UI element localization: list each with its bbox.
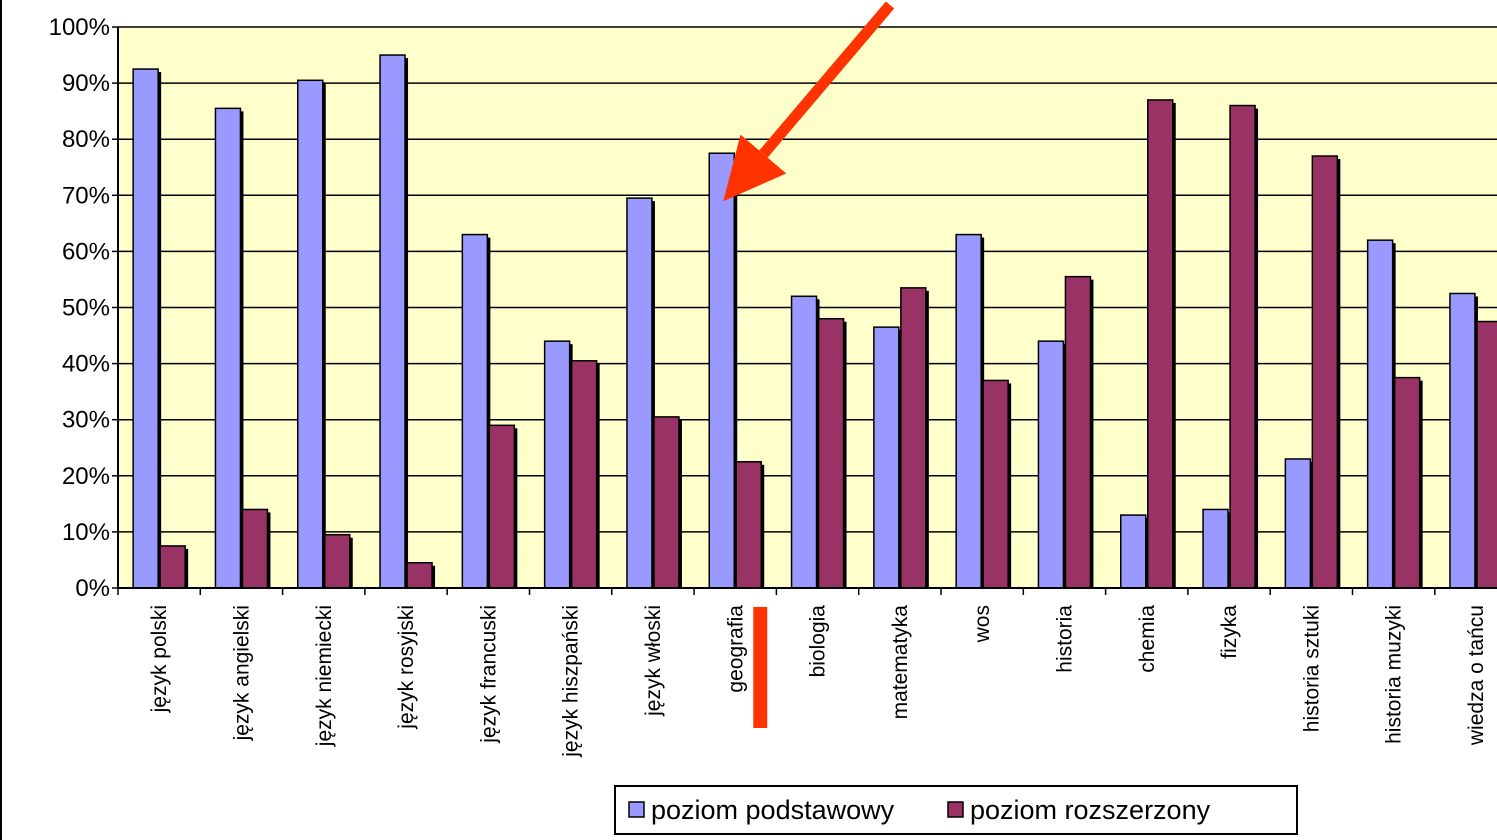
x-tick-label: historia muzyki — [1383, 605, 1406, 744]
bar-podstawowy — [1449, 292, 1476, 589]
bar-podstawowy — [626, 197, 653, 589]
bar-podstawowy — [1120, 514, 1147, 589]
bar-rozszerzony — [406, 562, 433, 589]
x-tick-label: historia — [1053, 605, 1076, 673]
bar-rozszerzony — [488, 424, 516, 589]
legend-entry: poziom podstawowy — [651, 795, 895, 825]
bars — [132, 54, 1497, 589]
x-tick-label: język polski — [148, 605, 171, 713]
bar-podstawowy — [297, 79, 324, 589]
legend-swatch — [947, 801, 964, 818]
x-tick-label: wiedza o tańcu — [1465, 605, 1488, 746]
legend: poziom podstawowy poziom rozszerzony — [614, 785, 1298, 835]
x-tick-label: język rosyjski — [395, 605, 418, 730]
y-tick-label: 90% — [62, 70, 110, 97]
bar-podstawowy — [1366, 239, 1394, 589]
legend-swatch — [628, 801, 645, 818]
bar-rozszerzony — [900, 287, 927, 589]
x-tick-label: geografia — [724, 605, 747, 693]
bar-rozszerzony — [241, 508, 269, 589]
legend-entry: poziom rozszerzony — [970, 795, 1211, 825]
bar-podstawowy — [873, 326, 900, 589]
bar-rozszerzony — [324, 533, 351, 589]
highlight-bar — [753, 607, 768, 728]
bar-rozszerzony — [1476, 320, 1497, 589]
bar-podstawowy — [461, 233, 489, 589]
bar-rozszerzony — [982, 379, 1009, 589]
bar-podstawowy — [1202, 508, 1229, 589]
x-tick-label: fizyka — [1218, 605, 1241, 659]
arrow-shaft — [759, 1, 895, 158]
y-tick-label: 50% — [62, 295, 110, 322]
y-tick-label: 60% — [62, 238, 110, 265]
x-tick-label: biologia — [807, 605, 830, 678]
annotations — [723, 1, 895, 728]
x-tick-label: wos — [971, 605, 994, 643]
bar-rozszerzony — [159, 545, 186, 589]
bar-rozszerzony — [817, 317, 845, 589]
bar-podstawowy — [1037, 340, 1065, 589]
bar-podstawowy — [543, 340, 571, 589]
y-tick-label: 20% — [62, 463, 110, 490]
y-tick-label: 100% — [49, 14, 110, 41]
bar-rozszerzony — [1147, 99, 1174, 589]
x-tick-label: historia sztuki — [1300, 605, 1323, 732]
y-tick-label: 30% — [62, 407, 110, 434]
x-tick-label: język hiszpański — [560, 605, 583, 758]
x-tick-label: język niemiecki — [313, 605, 336, 747]
x-tick-labels: język polski język angielski język niemiec… — [148, 605, 1488, 758]
x-tick-label: chemia — [1136, 605, 1159, 673]
x-tick-label: matematyka — [889, 605, 912, 720]
bar-podstawowy — [708, 152, 735, 589]
y-tick-label: 0% — [75, 575, 110, 602]
y-tick-label: 40% — [62, 351, 110, 378]
bar-rozszerzony — [1311, 155, 1339, 589]
x-tick-label: język francuski — [477, 605, 500, 744]
bar-podstawowy — [790, 295, 818, 589]
arrow-head — [723, 134, 787, 202]
bar-rozszerzony — [1393, 376, 1421, 589]
x-tick-label: język włoski — [642, 605, 665, 717]
y-tick-label: 70% — [62, 182, 110, 209]
bar-rozszerzony — [1229, 104, 1256, 589]
y-tick-labels: 0% 10% 20% 30% 40% 50% 60% 70% 80% 90% 100% — [49, 14, 118, 602]
bar-podstawowy — [1284, 458, 1312, 589]
bar-podstawowy — [132, 68, 159, 589]
y-tick-label: 80% — [62, 126, 110, 153]
bar-podstawowy — [379, 54, 406, 589]
bar-rozszerzony — [570, 360, 598, 589]
bar-podstawowy — [214, 107, 242, 589]
x-tick-label: język angielski — [230, 605, 253, 741]
bar-rozszerzony — [653, 416, 680, 589]
bar-rozszerzony — [1064, 275, 1092, 589]
bar-podstawowy — [955, 233, 982, 589]
y-tick-label: 10% — [62, 519, 110, 546]
bar-rozszerzony — [735, 461, 762, 589]
